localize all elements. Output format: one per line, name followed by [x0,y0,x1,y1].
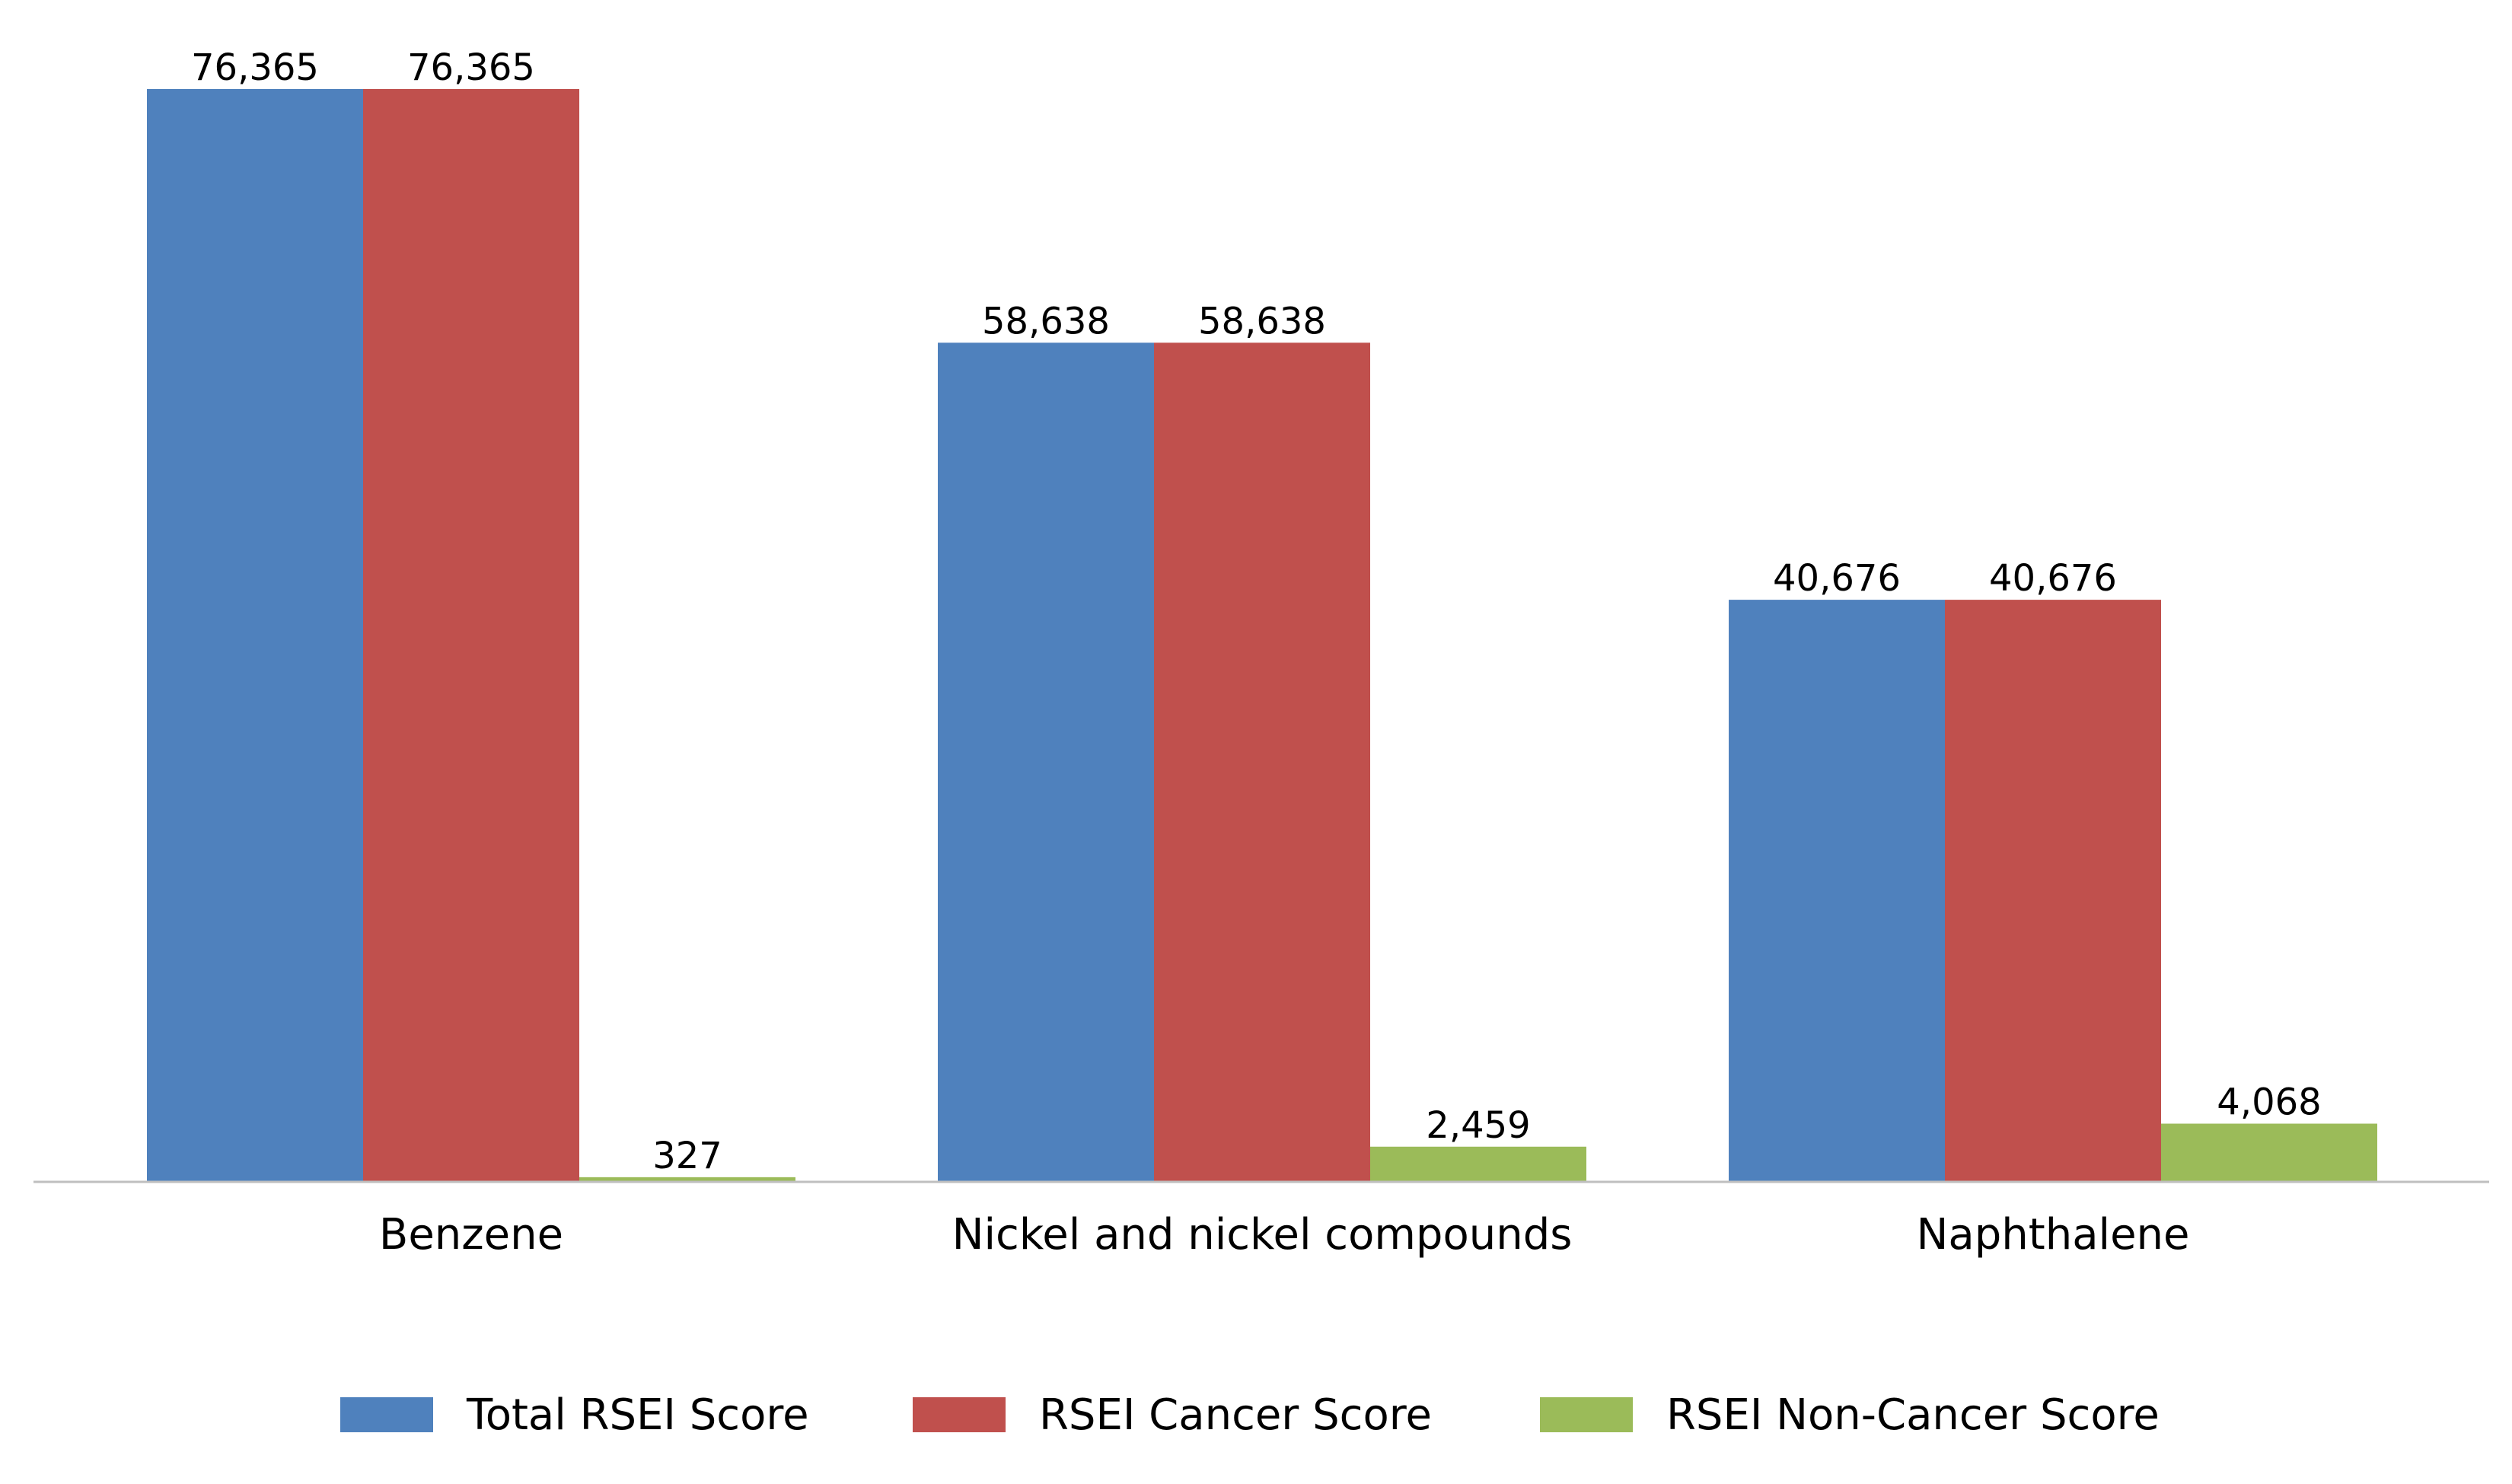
bar-rsei-cancer-score-benzene [363,89,579,1182]
data-label-rsei-non-cancer-score-naphthalene: 4,068 [2217,1081,2321,1124]
data-label-total-rsei-score-naphthalene: 40,676 [1773,557,1901,600]
bar-rsei-non-cancer-score-nickel-and-nickel-compounds [1370,1146,1586,1182]
data-label-rsei-cancer-score-benzene: 76,365 [407,46,535,89]
legend-swatch-rsei-non-cancer-score [1540,1397,1633,1432]
legend-swatch-rsei-cancer-score [913,1397,1006,1432]
bar-rsei-non-cancer-score-naphthalene [2161,1123,2377,1182]
bar-total-rsei-score-nickel-and-nickel-compounds [938,342,1154,1182]
data-label-rsei-cancer-score-nickel-and-nickel-compounds: 58,638 [1198,300,1326,342]
legend-item-rsei-non-cancer-score: RSEI Non-Cancer Score [1540,1390,2160,1440]
data-label-total-rsei-score-nickel-and-nickel-compounds: 58,638 [982,300,1110,342]
data-label-rsei-non-cancer-score-benzene: 327 [652,1135,722,1177]
bar-rsei-cancer-score-nickel-and-nickel-compounds [1154,342,1370,1182]
data-label-rsei-non-cancer-score-nickel-and-nickel-compounds: 2,459 [1426,1104,1530,1147]
legend-label-rsei-cancer-score: RSEI Cancer Score [1039,1390,1432,1440]
bar-total-rsei-score-naphthalene [1729,600,1945,1182]
data-label-rsei-cancer-score-naphthalene: 40,676 [1989,557,2117,600]
category-labels: Benzene Nickel and nickel compounds Naphth… [379,1210,2190,1259]
bar-rsei-cancer-score-naphthalene [1945,600,2161,1182]
legend-item-total-rsei-score: Total RSEI Score [340,1390,809,1440]
legend: Total RSEI Score RSEI Cancer Score RSEI No… [340,1390,2160,1440]
legend-label-total-rsei-score: Total RSEI Score [466,1390,809,1440]
category-label-naphthalene: Naphthalene [1917,1210,2190,1259]
category-label-nickel-and-nickel-compounds: Nickel and nickel compounds [952,1210,1573,1259]
legend-label-rsei-non-cancer-score: RSEI Non-Cancer Score [1666,1390,2160,1440]
data-label-total-rsei-score-benzene: 76,365 [191,46,319,89]
legend-swatch-total-rsei-score [340,1397,433,1432]
bar-rsei-non-cancer-score-benzene [579,1177,795,1182]
bar-total-rsei-score-benzene [147,89,363,1182]
category-label-benzene: Benzene [379,1210,563,1259]
legend-item-rsei-cancer-score: RSEI Cancer Score [913,1390,1432,1440]
bars-layer: 76,365 76,365 327 58,638 58,638 2,459 40,676 40… [147,46,2377,1182]
